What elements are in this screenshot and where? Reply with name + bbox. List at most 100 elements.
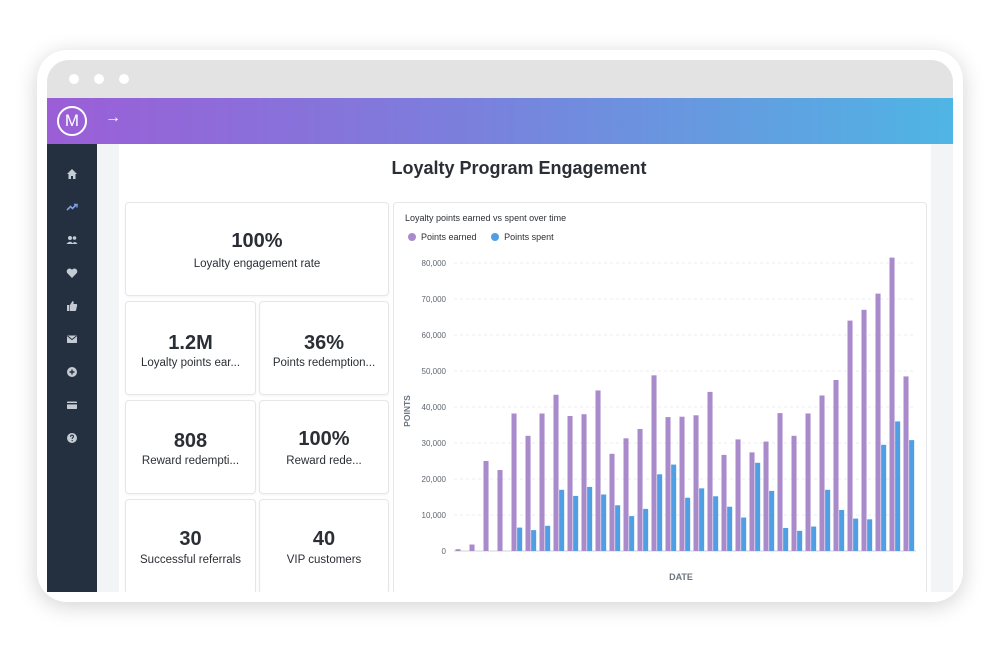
bar-points-spent[interactable] — [545, 525, 551, 551]
y-tick-label: 70,000 — [422, 295, 447, 304]
bar-points-spent[interactable] — [615, 505, 621, 551]
legend-swatch-earned — [408, 233, 416, 241]
bar-points-earned[interactable] — [553, 394, 559, 551]
bar-points-earned[interactable] — [903, 376, 909, 551]
bar-points-spent[interactable] — [657, 474, 663, 551]
bar-points-spent[interactable] — [881, 444, 887, 551]
metric-card[interactable]: 40 VIP customers — [259, 499, 389, 592]
chart-title[interactable]: Loyalty points earned vs spent over time — [405, 213, 567, 223]
dashboard-content: Loyalty Program Engagement 100% Loyalty … — [119, 144, 931, 592]
bar-points-earned[interactable] — [833, 380, 839, 551]
bar-points-spent[interactable] — [713, 496, 719, 551]
arrow-right-icon[interactable]: → — [105, 109, 121, 126]
bar-points-earned[interactable] — [805, 413, 811, 551]
bar-points-earned[interactable] — [469, 544, 475, 551]
bar-points-earned[interactable] — [581, 414, 587, 551]
sidebar — [47, 144, 97, 592]
window-dot-icon[interactable] — [119, 74, 129, 84]
metric-value: 100% — [298, 428, 350, 450]
bar-points-spent[interactable] — [825, 489, 831, 551]
bar-points-earned[interactable] — [623, 438, 629, 551]
trending-icon[interactable] — [63, 198, 81, 216]
credit-card-icon[interactable] — [63, 396, 81, 414]
bar-points-spent[interactable] — [867, 519, 873, 551]
bar-points-spent[interactable] — [671, 464, 677, 551]
bar-points-earned[interactable] — [791, 435, 797, 551]
bar-points-earned[interactable] — [721, 454, 727, 551]
plus-circle-icon[interactable] — [63, 363, 81, 381]
bar-points-earned[interactable] — [595, 390, 601, 551]
bar-points-earned[interactable] — [861, 309, 867, 551]
bar-points-spent[interactable] — [797, 530, 803, 551]
bar-points-earned[interactable] — [497, 470, 503, 551]
window-dot-icon[interactable] — [94, 74, 104, 84]
users-icon[interactable] — [63, 231, 81, 249]
bar-points-earned[interactable] — [609, 453, 615, 551]
bar-points-spent[interactable] — [517, 527, 523, 551]
bar-points-spent[interactable] — [643, 508, 649, 551]
bar-points-earned[interactable] — [693, 415, 699, 551]
bar-points-earned[interactable] — [847, 320, 853, 551]
bar-points-earned[interactable] — [665, 417, 671, 551]
logo-icon[interactable]: M — [57, 106, 87, 136]
bar-points-spent[interactable] — [811, 526, 817, 551]
metric-card[interactable]: 36% Points redemption... — [259, 301, 389, 395]
metric-card[interactable]: 808 Reward redempti... — [125, 400, 256, 494]
bar-points-spent[interactable] — [629, 516, 635, 551]
metric-card[interactable]: 100% Reward rede... — [259, 400, 389, 494]
bar-points-spent[interactable] — [783, 527, 789, 551]
bar-points-earned[interactable] — [651, 375, 657, 551]
bar-points-earned[interactable] — [875, 293, 881, 551]
bar-points-spent[interactable] — [559, 489, 565, 551]
bar-points-earned[interactable] — [777, 413, 783, 551]
y-tick-label: 20,000 — [422, 475, 447, 484]
mail-icon[interactable] — [63, 330, 81, 348]
heart-icon[interactable] — [63, 264, 81, 282]
bar-points-earned[interactable] — [567, 416, 573, 551]
bar-points-earned[interactable] — [763, 441, 769, 551]
bar-points-spent[interactable] — [741, 517, 747, 551]
x-axis-label: DATE — [669, 572, 693, 582]
bar-points-spent[interactable] — [895, 421, 901, 551]
bar-points-earned[interactable] — [455, 549, 461, 551]
window-dot-icon[interactable] — [69, 74, 79, 84]
legend-label-spent: Points spent — [504, 232, 554, 242]
bar-points-spent[interactable] — [573, 495, 579, 551]
thumbs-up-icon[interactable] — [63, 297, 81, 315]
bar-points-earned[interactable] — [679, 416, 685, 551]
bar-points-earned[interactable] — [483, 461, 489, 551]
bar-points-spent[interactable] — [531, 530, 537, 551]
home-icon[interactable] — [63, 165, 81, 183]
bar-points-earned[interactable] — [525, 435, 531, 551]
browser-window: M → — [47, 60, 953, 592]
bar-points-earned[interactable] — [889, 257, 895, 551]
bar-points-spent[interactable] — [699, 488, 705, 551]
bar-points-spent[interactable] — [909, 440, 915, 551]
bar-points-spent[interactable] — [755, 462, 761, 551]
bar-points-spent[interactable] — [769, 490, 775, 551]
bar-chart: POINTS DATE 0 10,000 20,000 30,000 40,000 50,… — [402, 257, 916, 582]
legend-item-spent[interactable]: Points spent — [491, 232, 554, 242]
bar-points-spent[interactable] — [685, 497, 691, 551]
bar-points-spent[interactable] — [839, 509, 845, 551]
legend-item-earned[interactable]: Points earned — [408, 232, 477, 242]
device-frame: M → — [37, 50, 963, 602]
page-title: Loyalty Program Engagement — [391, 158, 647, 178]
bar-points-earned[interactable] — [511, 413, 517, 551]
y-axis-label: POINTS — [402, 395, 412, 427]
bar-points-spent[interactable] — [587, 486, 593, 551]
bar-points-spent[interactable] — [601, 494, 607, 551]
chart-legend: Points earned Points spent — [408, 232, 566, 242]
bar-points-earned[interactable] — [707, 391, 713, 551]
bar-points-earned[interactable] — [749, 452, 755, 551]
metric-card[interactable]: 30 Successful referrals — [125, 499, 256, 592]
bar-points-spent[interactable] — [853, 518, 859, 551]
metric-card[interactable]: 1.2M Loyalty points ear... — [125, 301, 256, 395]
metric-card[interactable]: 100% Loyalty engagement rate — [125, 202, 389, 296]
bar-points-earned[interactable] — [735, 439, 741, 551]
help-icon[interactable] — [63, 429, 81, 447]
bar-points-spent[interactable] — [727, 506, 733, 551]
bar-points-earned[interactable] — [539, 413, 545, 551]
bar-points-earned[interactable] — [819, 395, 825, 551]
bar-points-earned[interactable] — [637, 428, 643, 551]
